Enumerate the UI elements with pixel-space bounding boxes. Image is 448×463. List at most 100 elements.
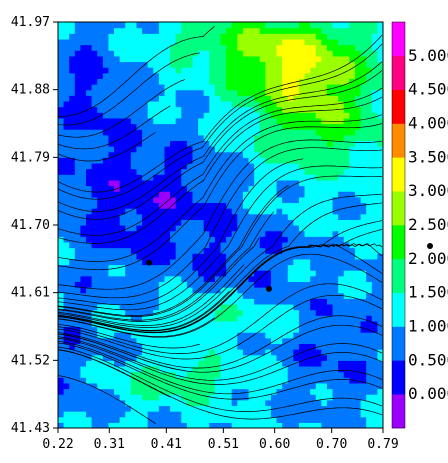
x-tick-label: 0.60 bbox=[259, 437, 290, 452]
field-cell bbox=[170, 100, 177, 108]
field-cell bbox=[248, 78, 255, 85]
field-cell bbox=[214, 422, 222, 428]
field-cell bbox=[142, 411, 149, 418]
field-cell bbox=[164, 140, 171, 147]
field-cell bbox=[231, 38, 238, 46]
field-cell bbox=[74, 112, 82, 119]
field-cell bbox=[80, 303, 87, 311]
field-cell bbox=[125, 134, 132, 142]
field-cell bbox=[231, 298, 238, 305]
field-cell bbox=[74, 191, 82, 198]
field-cell bbox=[259, 123, 266, 130]
field-cell bbox=[130, 281, 138, 288]
field-cell bbox=[203, 360, 210, 367]
field-cell bbox=[242, 213, 250, 220]
field-cell bbox=[310, 146, 317, 153]
field-cell bbox=[343, 78, 350, 85]
field-cell bbox=[164, 247, 171, 254]
field-cell bbox=[377, 100, 383, 108]
field-cell bbox=[170, 349, 177, 356]
field-cell bbox=[343, 236, 350, 243]
field-cell bbox=[158, 399, 166, 407]
field-cell bbox=[242, 106, 250, 113]
field-cell bbox=[198, 320, 205, 328]
field-cell bbox=[130, 78, 138, 85]
field-cell bbox=[310, 258, 317, 266]
field-cell bbox=[58, 140, 65, 147]
field-cell bbox=[74, 140, 82, 147]
field-cell bbox=[186, 219, 194, 226]
field-cell bbox=[153, 89, 160, 96]
field-cell bbox=[231, 100, 238, 108]
field-cell bbox=[310, 151, 317, 158]
field-cell bbox=[125, 168, 132, 175]
field-cell bbox=[198, 78, 205, 85]
field-cell bbox=[80, 354, 87, 361]
field-cell bbox=[360, 422, 367, 428]
field-cell bbox=[130, 258, 138, 266]
field-cell bbox=[153, 196, 160, 204]
field-cell bbox=[142, 22, 149, 29]
field-cell bbox=[377, 61, 383, 68]
field-cell bbox=[125, 151, 132, 158]
field-cell bbox=[349, 140, 356, 147]
field-cell bbox=[310, 219, 317, 226]
field-cell bbox=[371, 213, 378, 220]
field-cell bbox=[186, 422, 194, 428]
field-cell bbox=[332, 27, 339, 34]
field-cell bbox=[97, 112, 104, 119]
field-cell bbox=[265, 298, 272, 305]
field-cell bbox=[186, 287, 194, 294]
field-cell bbox=[366, 315, 373, 322]
field-cell bbox=[315, 315, 322, 322]
field-cell bbox=[270, 55, 278, 63]
field-cell bbox=[343, 253, 350, 260]
field-cell bbox=[287, 287, 294, 294]
field-cell bbox=[259, 38, 266, 46]
field-cell bbox=[338, 298, 345, 305]
field-cell bbox=[63, 196, 70, 204]
field-cell bbox=[220, 258, 227, 266]
field-cell bbox=[86, 394, 93, 401]
field-cell bbox=[136, 44, 143, 51]
field-cell bbox=[293, 61, 300, 68]
field-cell bbox=[86, 162, 93, 170]
field-cell bbox=[86, 230, 93, 237]
field-cell bbox=[343, 84, 350, 91]
field-cell bbox=[80, 22, 87, 29]
field-cell bbox=[136, 38, 143, 46]
field-cell bbox=[366, 100, 373, 108]
field-cell bbox=[86, 264, 93, 271]
field-cell bbox=[181, 157, 188, 164]
field-cell bbox=[119, 95, 126, 102]
field-cell bbox=[231, 213, 238, 220]
field-cell bbox=[304, 162, 311, 170]
field-cell bbox=[91, 371, 98, 378]
field-cell bbox=[248, 162, 255, 170]
field-cell bbox=[80, 38, 87, 46]
field-cell bbox=[287, 44, 294, 51]
field-cell bbox=[181, 38, 188, 46]
field-cell bbox=[293, 213, 300, 220]
field-cell bbox=[114, 332, 121, 339]
field-cell bbox=[304, 168, 311, 175]
field-cell bbox=[69, 84, 76, 91]
field-cell bbox=[326, 157, 334, 164]
field-cell bbox=[69, 202, 76, 209]
field-cell bbox=[343, 349, 350, 356]
field-cell bbox=[130, 275, 138, 282]
field-cell bbox=[226, 219, 233, 226]
field-cell bbox=[287, 315, 294, 322]
field-cell bbox=[315, 236, 322, 243]
field-cell bbox=[142, 72, 149, 79]
field-cell bbox=[332, 157, 339, 164]
field-cell bbox=[270, 315, 278, 322]
field-cell bbox=[270, 162, 278, 170]
field-cell bbox=[226, 405, 233, 412]
field-cell bbox=[349, 371, 356, 378]
field-cell bbox=[242, 89, 250, 96]
field-cell bbox=[298, 315, 306, 322]
field-cell bbox=[214, 50, 222, 57]
field-cell bbox=[91, 405, 98, 412]
field-cell bbox=[214, 281, 222, 288]
